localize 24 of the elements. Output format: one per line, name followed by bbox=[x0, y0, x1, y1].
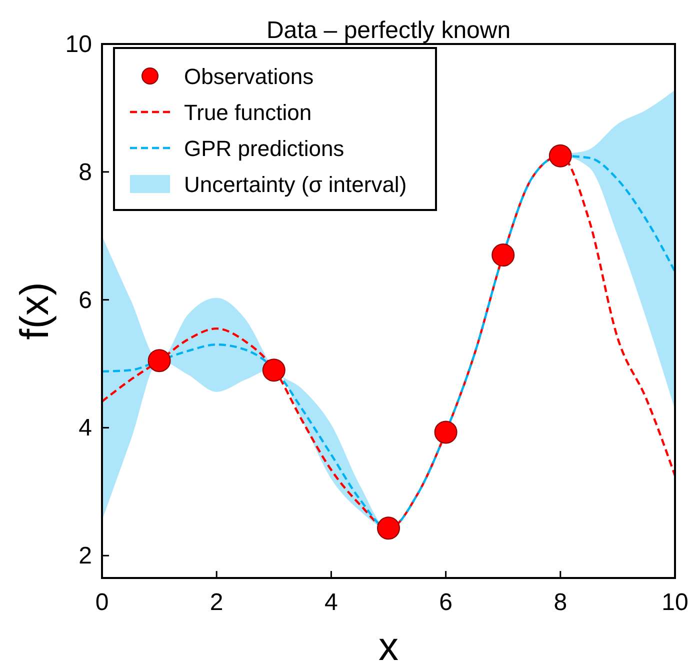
y-axis-title: f(x) bbox=[13, 282, 57, 340]
y-tick-label: 6 bbox=[78, 286, 92, 314]
point bbox=[148, 349, 171, 372]
point bbox=[377, 516, 400, 540]
x-tick-label: 4 bbox=[324, 589, 338, 616]
y-tick-label: 8 bbox=[78, 158, 92, 186]
x-axis-title: x bbox=[378, 625, 398, 666]
legend-label: GPR predictions bbox=[184, 136, 344, 161]
point bbox=[492, 244, 515, 267]
y-tick-label: 4 bbox=[78, 414, 92, 442]
legend-label: Observations bbox=[184, 64, 314, 89]
x-tick-label: 2 bbox=[210, 589, 224, 616]
point bbox=[262, 358, 286, 382]
x-tick-label: 8 bbox=[554, 589, 568, 616]
x-tick-label: 0 bbox=[95, 589, 109, 616]
y-tick-label: 10 bbox=[65, 31, 92, 58]
point bbox=[434, 420, 458, 444]
legend-label: True function bbox=[184, 100, 312, 125]
chart-title: Data – perfectly known bbox=[266, 17, 511, 44]
point bbox=[548, 144, 572, 168]
y-tick-label: 2 bbox=[78, 542, 92, 570]
x-tick-label: 10 bbox=[662, 589, 688, 616]
annotation: Uncertainty (σ interval) bbox=[184, 172, 407, 197]
x-tick-label: 6 bbox=[439, 589, 452, 616]
